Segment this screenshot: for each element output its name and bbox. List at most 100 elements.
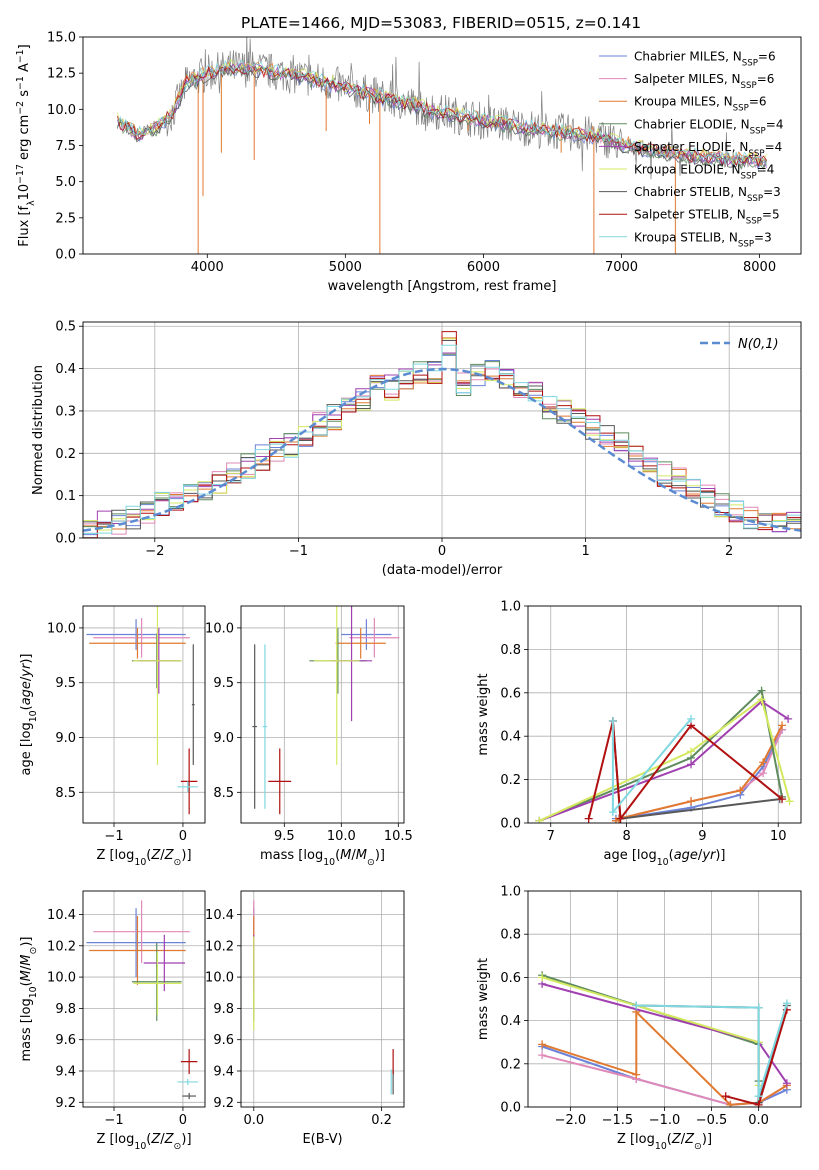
model-spectrum	[117, 65, 767, 167]
y-tick-label: 9.0	[213, 731, 234, 746]
panel-age-vs-Z: −1 08.59.09.510.0Z [log10(Z/Z⊙)]age [log1…	[19, 605, 206, 868]
x-axis-label: Z [log10(Z/Z⊙)]	[96, 1132, 191, 1152]
legend-entry-part: Salpeter ELODIE, N	[634, 140, 748, 154]
x-axis-label-part: M	[356, 848, 367, 863]
legend-entry-part: SSP	[747, 194, 763, 204]
y-tick-label: 10.0	[205, 621, 234, 636]
axes-frame	[240, 890, 405, 1108]
y-tick-label: 9.6	[55, 1033, 76, 1048]
model-spectrum	[117, 59, 767, 165]
y-tick-label: 9.8	[213, 1002, 234, 1017]
x-tick-label: 0.0	[748, 1113, 769, 1128]
y-tick-label: 1.0	[500, 600, 521, 615]
model-spectrum	[117, 64, 767, 169]
y-tick-label: 0.6	[500, 971, 521, 986]
weight-marker	[608, 808, 617, 817]
plot-area	[86, 606, 199, 815]
x-axis-label-part: (	[146, 848, 151, 863]
x-axis-label-part: (	[667, 1132, 672, 1147]
x-axis-label-part: (	[335, 848, 340, 863]
weight-marker	[754, 1100, 763, 1107]
weight-marker	[757, 686, 766, 695]
y-axis-label-part: −2	[15, 101, 26, 115]
x-axis-label-part: (	[669, 848, 674, 863]
x-tick-label: 7000	[605, 260, 638, 275]
y-axis-label: mass [log10(M/M⊙)]	[19, 937, 39, 1062]
x-tick-label: 9.5	[274, 829, 295, 844]
y-tick-label: 10.0	[47, 621, 76, 636]
y-axis-label-part: (	[19, 705, 34, 710]
x-axis-label-part: E(B-V)	[302, 1132, 342, 1147]
y-tick-label: 0.0	[55, 532, 76, 547]
y-tick-label: 0.2	[55, 447, 76, 462]
x-axis-label-part: 10	[657, 857, 669, 868]
legend-entry-part: SSP	[741, 81, 757, 91]
x-tick-label: 10.5	[384, 829, 413, 844]
legend-entry: Salpeter MILES, NSSP=6	[634, 72, 774, 91]
legend-entry-part: SSP	[738, 239, 754, 249]
x-axis-label-part: )]	[702, 1132, 712, 1147]
x-tick-label: −1	[104, 829, 123, 844]
y-tick-label: 0.8	[500, 643, 521, 658]
legend-entry: Salpeter ELODIE, NSSP=4	[634, 140, 782, 159]
weight-marker	[736, 786, 745, 795]
y-tick-label: 1.0	[500, 885, 521, 900]
x-tick-label: −1	[104, 1113, 123, 1128]
panel-spectrum: 4000 5000 6000 7000 8000 0.0 2.5 5.0 7.5 10.0 12.5…	[15, 31, 802, 294]
x-axis-label-part: /	[681, 1132, 686, 1147]
weight-marker	[759, 769, 768, 778]
y-axis-label-part: 10	[17, 184, 32, 201]
weight-marker	[782, 999, 791, 1008]
legend-entry-part: SSP	[733, 104, 749, 114]
x-axis-label-part: )]	[715, 848, 725, 863]
axes-frame	[82, 36, 802, 255]
legend-entry-part: SSP	[750, 126, 766, 136]
x-axis-label-part: ⊙	[174, 857, 182, 868]
y-axis-label-part: yr	[19, 662, 34, 678]
y-tick-label: 0.0	[55, 248, 76, 263]
legend-entry-part: Kroupa ELODIE, N	[634, 163, 741, 177]
x-axis-label-part: Z	[150, 848, 161, 863]
y-tick-label: 0.4	[500, 730, 521, 745]
weight-marker	[785, 797, 794, 806]
legend-entry-part: =5	[762, 208, 780, 222]
weight-marker	[538, 973, 547, 982]
legend-entry-part: =3	[763, 185, 781, 199]
plot-area	[83, 331, 801, 538]
x-axis-label-part: )]	[375, 848, 385, 863]
legend-entry-part: SSP	[748, 149, 764, 159]
plot-area	[252, 606, 400, 815]
x-axis-label: Z [log10(Z/Z⊙)]	[617, 1132, 712, 1152]
y-axis-label-part: ⊙	[28, 947, 39, 955]
x-tick-label: −2.0	[555, 1113, 587, 1128]
y-tick-label: 2.5	[55, 211, 76, 226]
y-tick-label: 10.0	[47, 971, 76, 986]
y-tick-label: 9.2	[55, 1096, 76, 1111]
legend-entry: N(0,1)	[738, 337, 779, 352]
x-axis-label-part: 10	[134, 857, 146, 868]
y-tick-label: 0.2	[500, 773, 521, 788]
legend-entry-part: Kroupa MILES, N	[634, 95, 733, 109]
y-axis-label-part: /	[19, 965, 34, 970]
legend-entry-part: SSP	[746, 217, 762, 227]
panel-residuals: −2 −1 0 1 2 0.0 0.1 0.2 0.3 0.4 0.5 (data-model)/er…	[31, 320, 802, 578]
y-axis-label: mass weight	[476, 958, 491, 1040]
weight-marker	[754, 1003, 763, 1012]
x-tick-label: −1.5	[602, 1113, 634, 1128]
plot-area	[253, 900, 394, 1095]
x-tick-label: −2	[145, 544, 164, 559]
x-axis-label-part: ⊙	[694, 1141, 702, 1152]
weight-marker	[687, 747, 696, 756]
model-spectrum	[117, 58, 767, 165]
normal-curve	[83, 367, 801, 532]
y-axis-label: Normed distribution	[31, 365, 46, 495]
y-tick-label: 0.8	[500, 928, 521, 943]
plot-area	[86, 900, 199, 1100]
y-tick-label: 0.2	[500, 1057, 521, 1072]
x-tick-label: 8	[622, 829, 630, 844]
x-axis-label-part: /	[351, 848, 356, 863]
x-tick-label: 2	[725, 544, 733, 559]
legend-entry: Kroupa ELODIE, NSSP=4	[634, 163, 774, 182]
x-axis-label: E(B-V)	[302, 1132, 342, 1147]
